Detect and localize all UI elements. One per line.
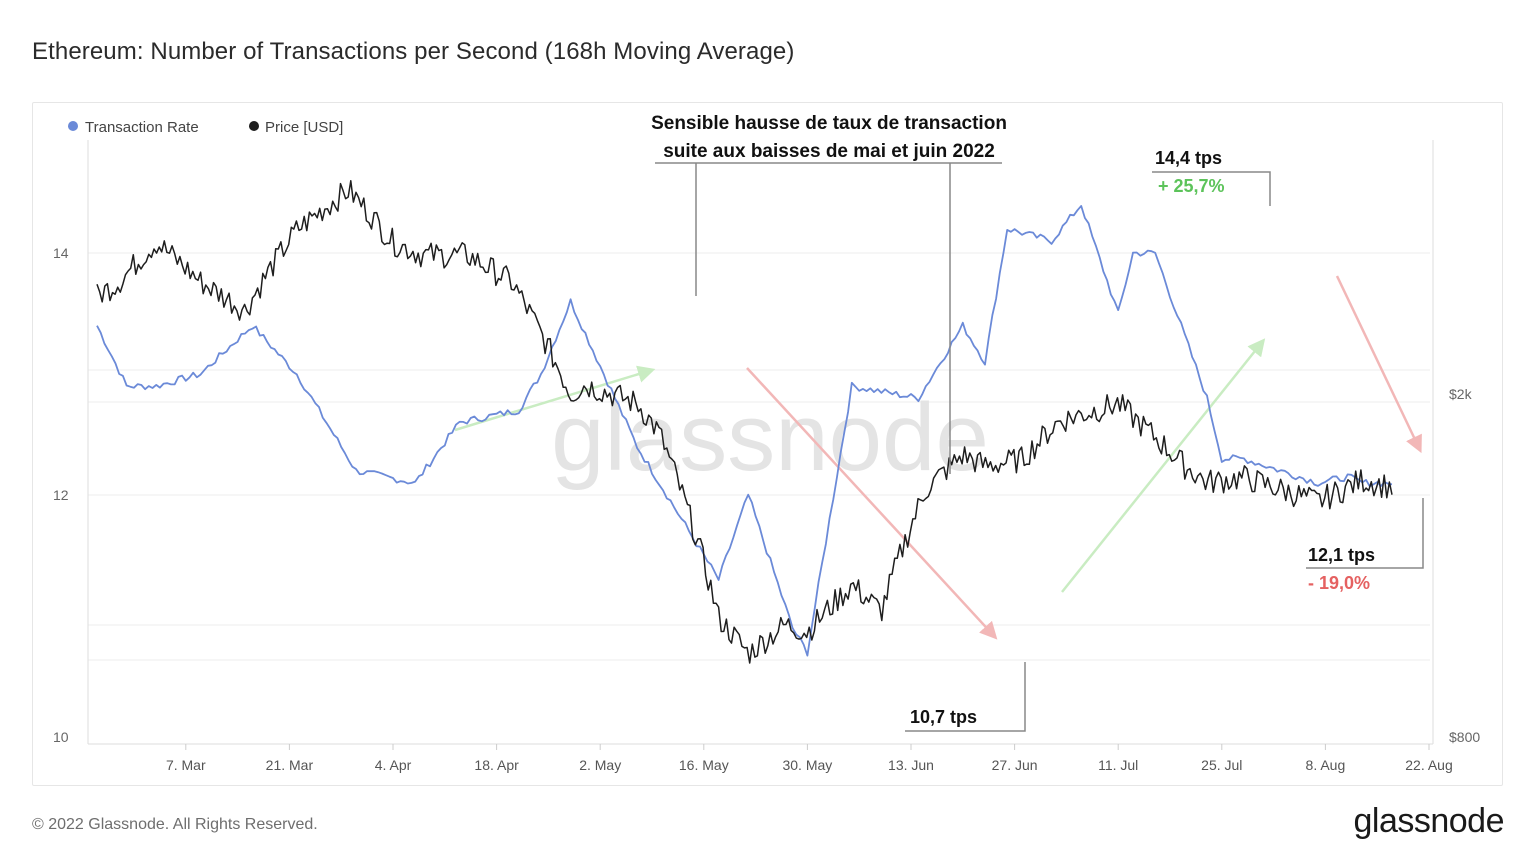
x-tick-label: 30. May <box>782 757 832 773</box>
x-tick-label: 8. Aug <box>1306 757 1346 773</box>
annotation-top-line-1: Sensible hausse de taux de transaction <box>651 113 1007 134</box>
y-left-tick-label: 14 <box>53 245 69 261</box>
annotation-peak-change: + 25,7% <box>1158 176 1225 196</box>
annotation-top-line-2: suite aux baisses de mai et juin 2022 <box>663 141 995 162</box>
y-right-tick-label: $800 <box>1449 729 1480 745</box>
x-tick-label: 13. Jun <box>888 757 934 773</box>
annotation-end-change: - 19,0% <box>1308 573 1370 593</box>
x-tick-label: 27. Jun <box>992 757 1038 773</box>
x-ticks: 7. Mar 21. Mar 4. Apr 18. Apr 2. May 16. May 3… <box>166 744 1453 773</box>
x-tick-label: 22. Aug <box>1405 757 1453 773</box>
y-left-ticks: 10 12 14 <box>53 245 69 745</box>
chart-panel <box>32 102 1503 786</box>
legend-label-price[interactable]: Price [USD] <box>265 119 343 136</box>
y-right-tick-label: $2k <box>1449 386 1473 402</box>
watermark: glassnode <box>551 384 989 491</box>
y-left-tick-label: 10 <box>53 729 69 745</box>
annotation-peak-bracket <box>1152 171 1271 206</box>
legend-dot-transaction-rate <box>68 121 78 131</box>
series-price <box>96 180 1393 664</box>
page-title: Ethereum: Number of Transactions per Sec… <box>32 38 795 65</box>
annotation-peak-value: 14,4 tps <box>1155 148 1222 168</box>
series-transaction-rate <box>96 204 1393 657</box>
annotation-low-bracket <box>905 662 1026 732</box>
annotation-end-value: 12,1 tps <box>1308 545 1375 565</box>
trend-arrow-up-2 <box>1061 338 1266 593</box>
trend-arrow-down-1 <box>746 367 998 640</box>
x-tick-label: 16. May <box>679 757 729 773</box>
x-tick-label: 18. Apr <box>474 757 519 773</box>
trend-arrows <box>454 275 1422 640</box>
trend-arrow-down-2 <box>1335 275 1422 454</box>
legend-label-transaction-rate[interactable]: Transaction Rate <box>85 119 199 136</box>
annotations: Sensible hausse de taux de transaction s… <box>651 113 1424 732</box>
x-tick-label: 4. Apr <box>375 757 412 773</box>
glassnode-logo[interactable]: glassnode <box>1353 802 1504 840</box>
trend-arrow-up-1 <box>454 365 656 432</box>
x-tick-label: 21. Mar <box>266 757 314 773</box>
grid <box>88 252 1430 661</box>
legend: Transaction Rate Price [USD] <box>68 119 343 136</box>
x-tick-label: 7. Mar <box>166 757 206 773</box>
annotation-low-value: 10,7 tps <box>910 707 977 727</box>
legend-dot-price <box>249 121 259 131</box>
x-tick-label: 11. Jul <box>1098 757 1138 773</box>
y-right-ticks: $800 $2k <box>1449 386 1480 745</box>
annotation-end-bracket <box>1306 498 1424 569</box>
y-left-tick-label: 12 <box>53 487 69 503</box>
copyright: © 2022 Glassnode. All Rights Reserved. <box>32 816 318 833</box>
x-tick-label: 2. May <box>579 757 621 773</box>
x-tick-label: 25. Jul <box>1201 757 1242 773</box>
